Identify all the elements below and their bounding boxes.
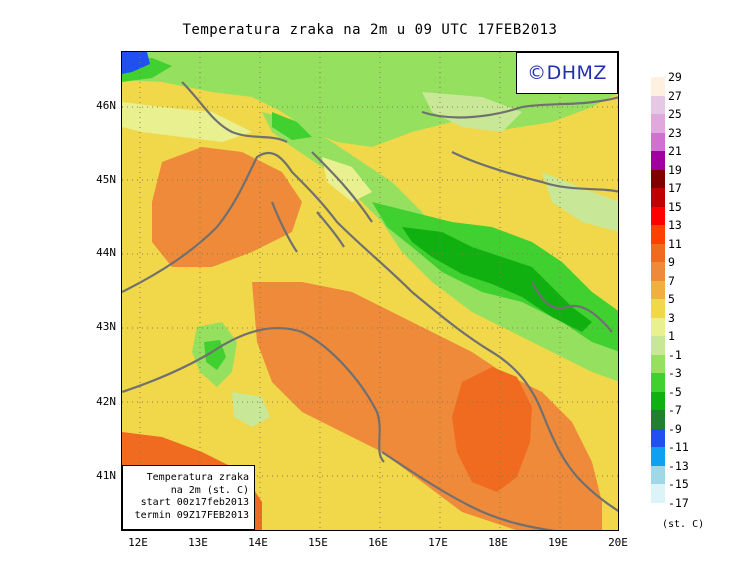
lat-label-44n: 44N [96,246,116,259]
legend-swatch [651,447,665,466]
lon-label-13e: 13E [188,536,208,549]
legend-label: 3 [668,310,675,325]
legend-swatch [651,206,665,225]
legend-swatch [651,410,665,429]
legend-label: 23 [668,125,682,140]
lat-label-43n: 43N [96,320,116,333]
legend-swatch [651,317,665,336]
legend-swatch [651,280,665,299]
legend-swatch [651,151,665,170]
legend-label: 27 [668,88,682,103]
info-line-2: na 2m (st. C) [170,484,249,496]
legend-label: 9 [668,255,675,269]
legend-label: 11 [668,236,682,251]
legend-swatch [651,465,665,484]
lat-label-41n: 41N [96,469,116,482]
legend-swatch [651,262,665,281]
info-line-4: termin 09Z17FEB2013 [134,509,249,521]
lat-label-46n: 46N [96,99,116,112]
legend-swatch [651,188,665,207]
lon-label-18e: 18E [488,536,508,549]
legend-label: -1 [668,347,682,362]
legend-label: 1 [668,329,675,343]
lon-label-17e: 17E [428,536,448,549]
legend-swatch [651,428,665,447]
coastlines [122,81,618,530]
legend-swatch [651,114,665,133]
legend-swatch [651,243,665,262]
lon-label-16e: 16E [368,536,388,549]
legend-swatch [651,502,665,521]
lat-label-45n: 45N [96,173,116,186]
legend-swatch [651,336,665,355]
lon-label-19e: 19E [548,536,568,549]
legend-label: 15 [668,199,682,214]
legend-label: 7 [668,273,675,288]
legend-label: -15 [668,477,689,491]
legend-label: -3 [668,366,682,380]
legend-units: (st. C) [662,519,705,530]
temperature-map [121,51,619,531]
lon-label-15e: 15E [308,536,328,549]
legend-label: -17 [668,495,689,510]
lon-label-14e: 14E [248,536,268,549]
legend-swatch [651,95,665,114]
legend-label: -11 [668,440,689,454]
legend-label: -9 [668,421,682,436]
legend-label: -7 [668,403,682,417]
dhmz-logo: ©DHMZ [516,52,618,94]
info-box: Temperatura zraka na 2m (st. C) start 00… [122,465,255,530]
info-line-1: Temperatura zraka [146,472,249,483]
legend-label: -5 [668,384,682,399]
legend-label: 13 [668,218,682,232]
legend-swatch [651,169,665,188]
legend-swatch [651,484,665,503]
legend-label: 5 [668,292,675,306]
legend-swatch [651,354,665,373]
legend-label: 21 [668,144,682,158]
legend-label: 17 [668,181,682,195]
lat-label-42n: 42N [96,395,116,408]
info-line-3: start 00z17feb2013 [140,497,249,508]
map-title: Temperatura zraka na 2m u 09 UTC 17FEB20… [182,22,558,38]
legend-swatch [651,391,665,410]
legend-label: 29 [668,70,682,84]
legend-swatch [651,299,665,318]
legend-swatch [651,373,665,392]
legend-label: 25 [668,107,682,121]
lon-label-20e: 20E [608,536,628,549]
legend-swatch [651,225,665,244]
graticule [122,52,618,530]
legend-swatch [651,132,665,151]
temperature-field [122,52,618,530]
legend-label: 19 [668,162,682,177]
legend-swatch [651,77,665,96]
legend-label: -13 [668,458,689,473]
lon-label-12e: 12E [128,536,148,549]
